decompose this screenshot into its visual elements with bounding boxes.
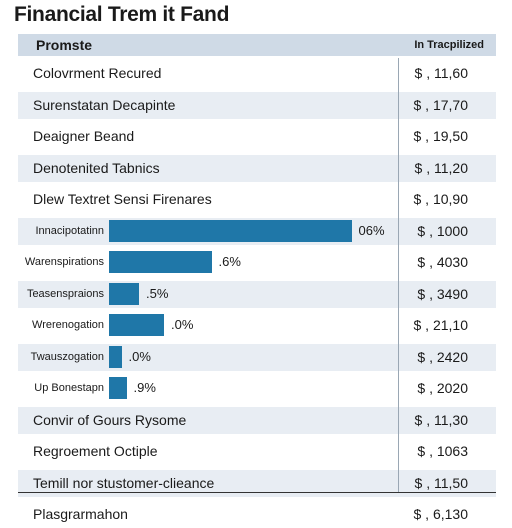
bar	[109, 251, 212, 273]
row-value: $ , 17,70	[413, 96, 469, 113]
row-label: Up Bonestapn	[34, 382, 104, 394]
table-header: Promste In Tracpilized	[18, 34, 496, 56]
chart-title: Financial Trem it Fand	[14, 3, 230, 26]
bar	[109, 219, 352, 242]
table-row: Plasgrarmahon $ , 6,130	[18, 501, 496, 528]
table-row: .9% Up Bonestapn $ , 2020	[18, 375, 496, 402]
row-value: $ , 11,60	[414, 65, 468, 81]
bar-percent-label: .0%	[128, 348, 151, 364]
row-label: Plasgrarmahon	[33, 506, 128, 522]
row-label: Teasenspraions	[26, 287, 104, 300]
row-label: Twauszogation	[30, 350, 104, 363]
table-row: .0% Wrerenogation $ , 21,10	[18, 312, 496, 339]
row-value: $ , 1063	[417, 443, 468, 459]
row-value: $ , 2020	[417, 380, 468, 396]
bar	[109, 345, 122, 368]
row-value: $ , 4030	[417, 254, 468, 270]
row-value: $ , 11,20	[414, 159, 468, 176]
bar-percent-label: 06%	[358, 222, 385, 238]
bar-percent-label: .9%	[133, 380, 156, 395]
row-label: Regroement Octiple	[33, 443, 158, 459]
table-row: Convir of Gours Rysome $ , 11,30	[18, 406, 496, 434]
column-divider	[398, 58, 399, 492]
row-label: Warenspirations	[24, 256, 104, 268]
row-label: Dlew Textret Sensi Firenares	[33, 191, 212, 207]
bar-percent-label: .0%	[171, 317, 194, 332]
table-row: Deaigner Beand $ , 19,50	[18, 123, 496, 150]
row-value: $ , 2420	[417, 348, 468, 365]
table-row: Surenstatan Decapinte $ , 17,70	[18, 91, 496, 119]
row-value: $ , 10,90	[413, 191, 469, 207]
bar	[109, 314, 164, 336]
row-label: Wrerenogation	[32, 319, 104, 331]
row-value: $ , 6,130	[413, 506, 469, 522]
table-row: Dlew Textret Sensi Firenares $ , 10,90	[18, 186, 496, 213]
table-row: .5% Teasenspraions $ , 3490	[18, 280, 496, 308]
row-value: $ , 1000	[417, 222, 468, 239]
table-row: .6% Warenspirations $ , 4030	[18, 249, 496, 276]
table-row: Colovrment Recured $ , 11,60	[18, 60, 496, 87]
bar-percent-label: .5%	[146, 285, 169, 301]
table-row: 06% Innacipotatinn $ , 1000	[18, 217, 496, 245]
row-label: Temill nor stustomer-clieance	[33, 474, 215, 491]
header-label-left: Promste	[36, 37, 93, 53]
row-label: Deaigner Beand	[33, 128, 135, 144]
row-label: Convir of Gours Rysome	[33, 411, 187, 428]
table-row: .0% Twauszogation $ , 2420	[18, 343, 496, 371]
bar	[109, 282, 139, 305]
row-label: Innacipotatinn	[35, 224, 105, 237]
row-label: Surenstatan Decapinte	[33, 96, 176, 113]
table-row: Regroement Octiple $ , 1063	[18, 438, 496, 465]
header-label-right: In Tracpilized	[414, 39, 484, 51]
row-value: $ , 11,50	[414, 474, 468, 491]
table-bottom-border	[18, 492, 496, 493]
row-label: Denotenited Tabnics	[33, 159, 160, 176]
row-value: $ , 11,30	[414, 411, 468, 428]
bar	[109, 377, 127, 399]
row-value: $ , 3490	[417, 285, 468, 302]
row-value: $ , 21,10	[413, 317, 469, 333]
row-label: Colovrment Recured	[33, 65, 162, 81]
table-row: Denotenited Tabnics $ , 11,20	[18, 154, 496, 182]
bar-percent-label: .6%	[218, 254, 241, 269]
row-value: $ , 19,50	[413, 128, 469, 144]
